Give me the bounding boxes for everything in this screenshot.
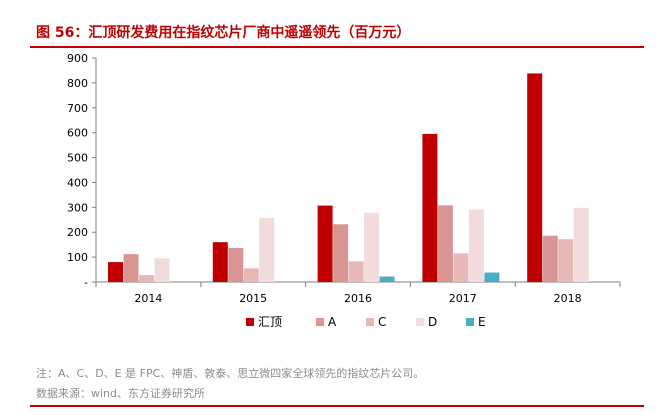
chart-title: 图 56：汇顶研发费用在指纹芯片厂商中遥遥领先（百万元） <box>36 25 411 41</box>
y-tick-label: 900 <box>67 52 88 65</box>
y-tick-label: 700 <box>67 102 88 115</box>
bar-汇顶-2016 <box>317 205 333 282</box>
legend-swatch <box>466 318 474 326</box>
bar-D-2016 <box>364 212 380 282</box>
bar-C-2014 <box>139 275 154 282</box>
footnote: 注：A、C、D、E 是 FPC、神盾、敦泰、思立微四家全球领先的指纹芯片公司。 <box>36 367 425 380</box>
title-divider <box>30 46 644 48</box>
bar-A-2014 <box>123 254 139 282</box>
x-tick-label: 2016 <box>344 292 372 305</box>
legend-swatch <box>416 318 424 326</box>
bar-D-2017 <box>468 209 484 282</box>
bar-A-2015 <box>228 247 244 282</box>
bars <box>108 73 589 282</box>
legend-label: C <box>378 315 386 329</box>
data-source: 数据来源：wind、东方证券研究所 <box>36 387 206 400</box>
y-tick-label: 200 <box>67 226 88 239</box>
legend: 汇顶 A C D E <box>246 315 486 329</box>
legend-label: D <box>428 315 437 329</box>
legend-label: A <box>328 315 337 329</box>
y-tick-label: 100 <box>67 251 88 264</box>
bar-A-2016 <box>333 224 349 282</box>
x-axis: 2014 2015 2016 2017 2018 <box>95 281 621 305</box>
bar-E-2017 <box>484 272 500 282</box>
bar-汇顶-2014 <box>108 262 123 282</box>
legend-swatch <box>246 318 254 326</box>
y-axis: - 100 200 300 400 500 600 700 800 900 <box>67 52 97 289</box>
x-tick-label: 2014 <box>134 292 162 305</box>
x-tick-label: 2018 <box>554 292 582 305</box>
y-tick-label: 400 <box>67 176 88 189</box>
bottom-divider <box>30 405 644 407</box>
bar-C-2018 <box>558 239 574 282</box>
bar-汇顶-2015 <box>212 242 228 282</box>
x-tick-label: 2015 <box>239 292 267 305</box>
bar-C-2015 <box>243 268 259 282</box>
legend-label: E <box>478 315 486 329</box>
bar-汇顶-2018 <box>527 73 543 282</box>
y-tick-label: 800 <box>67 77 88 90</box>
bar-A-2018 <box>542 235 558 282</box>
legend-swatch <box>366 318 374 326</box>
bar-C-2017 <box>453 253 469 282</box>
bar-D-2018 <box>573 207 589 282</box>
bar-C-2016 <box>348 261 364 282</box>
legend-label: 汇顶 <box>258 315 282 329</box>
bar-E-2016 <box>379 276 395 282</box>
bar-汇顶-2017 <box>422 133 438 282</box>
y-tick-label: - <box>84 276 88 289</box>
legend-swatch <box>316 318 324 326</box>
y-tick-label: 600 <box>67 127 88 140</box>
y-tick-label: 300 <box>67 201 88 214</box>
y-tick-label: 500 <box>67 152 88 165</box>
x-tick-label: 2017 <box>449 292 477 305</box>
bar-D-2014 <box>154 258 170 282</box>
bar-D-2015 <box>259 218 275 282</box>
bar-A-2017 <box>437 205 453 282</box>
